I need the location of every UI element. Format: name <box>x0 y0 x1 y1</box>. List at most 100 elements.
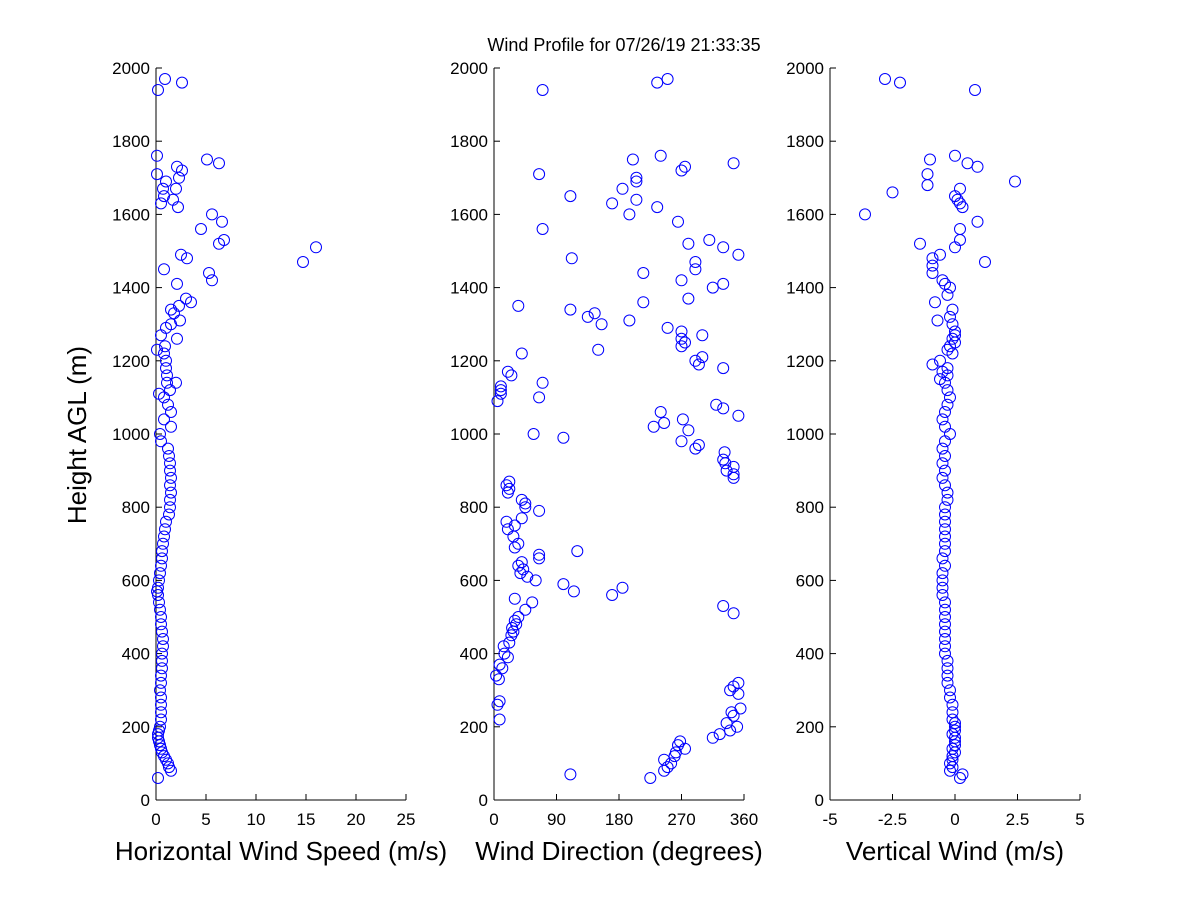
direction-data-point <box>661 761 674 774</box>
direction-data-point <box>703 234 716 246</box>
vertical-y-tick-label: 1800 <box>786 132 824 151</box>
speed-data-point <box>157 182 169 195</box>
speed-data-point <box>171 160 183 173</box>
direction-data-point <box>557 431 570 444</box>
speed-data-point <box>159 340 171 353</box>
vertical-data-point <box>936 457 949 470</box>
vertical-data-point <box>944 684 956 697</box>
y-axis-label: Height AGL (m) <box>62 346 92 524</box>
vertical-data-point <box>956 768 969 781</box>
vertical-data-point <box>926 267 939 279</box>
direction-data-point <box>567 585 580 598</box>
direction-data-point <box>526 596 539 609</box>
direction-data-point <box>696 351 709 364</box>
speed-y-tick-label: 1400 <box>112 279 150 298</box>
direction-data-point <box>647 420 660 433</box>
vertical-data-point <box>914 237 926 250</box>
direction-data-point <box>503 482 516 495</box>
vertical-data-point <box>939 640 951 653</box>
vertical-data-point <box>941 662 954 675</box>
direction-data-point <box>696 329 709 342</box>
speed-data-point <box>170 376 182 389</box>
direction-data-point <box>675 435 688 448</box>
direction-data-point <box>533 548 546 561</box>
speed-data-point <box>297 256 309 268</box>
vertical-data-point <box>934 373 946 386</box>
vertical-data-point <box>934 248 946 261</box>
vertical-data-point <box>939 633 951 645</box>
vertical-data-point <box>939 501 951 514</box>
direction-data-point <box>493 713 506 726</box>
direction-y-tick-label: 0 <box>479 791 488 810</box>
vertical-data-point <box>946 332 959 345</box>
direction-data-point <box>727 607 740 620</box>
speed-data-point <box>176 76 188 89</box>
direction-data-point <box>713 728 726 741</box>
direction-data-point <box>637 296 650 309</box>
direction-data-point <box>623 208 636 221</box>
direction-data-point <box>692 439 705 451</box>
direction-data-point <box>676 413 689 426</box>
speed-data-point <box>165 406 177 418</box>
direction-data-point <box>644 772 657 784</box>
vertical-data-point <box>961 157 974 170</box>
speed-y-tick-label: 400 <box>122 645 150 664</box>
direction-data-point <box>521 570 534 583</box>
vertical-data-point <box>939 523 951 536</box>
speed-y-tick-label: 2000 <box>112 59 150 78</box>
direction-data-point <box>675 340 688 353</box>
direction-data-point <box>637 267 650 279</box>
vertical-x-tick-label: 0 <box>950 810 959 829</box>
speed-data-point <box>153 574 165 587</box>
vertical-data-point <box>939 596 951 609</box>
direction-data-point <box>494 387 507 400</box>
speed-data-point <box>155 329 167 342</box>
speed-data-point <box>168 307 180 320</box>
direction-data-point <box>571 545 584 558</box>
direction-data-point <box>616 581 629 594</box>
speed-data-point <box>156 654 168 667</box>
vertical-data-point <box>941 343 954 356</box>
speed-data-point <box>157 633 169 645</box>
direction-data-point <box>512 559 525 572</box>
direction-data-point <box>498 647 511 660</box>
speed-data-point <box>213 157 225 170</box>
speed-y-tick-label: 1200 <box>112 352 150 371</box>
direction-data-point <box>717 453 730 466</box>
speed-data-point <box>156 662 168 675</box>
speed-data-point <box>165 420 177 433</box>
speed-data-point <box>155 691 167 704</box>
vertical-y-tick-label: 1000 <box>786 425 824 444</box>
direction-y-tick-label: 600 <box>460 571 488 590</box>
vertical-data-point <box>859 208 871 221</box>
vertical-data-point <box>939 559 951 572</box>
speed-data-point <box>155 618 167 631</box>
direction-data-point <box>692 358 705 371</box>
speed-data-point <box>165 303 177 316</box>
direction-data-point <box>536 223 549 235</box>
direction-y-tick-label: 1800 <box>450 132 488 151</box>
direction-data-point <box>501 651 514 664</box>
speed-data-point <box>161 376 173 389</box>
speed-y-tick-label: 1600 <box>112 205 150 224</box>
vertical-data-point <box>939 537 951 550</box>
vertical-data-point <box>956 201 969 214</box>
direction-y-tick-label: 2000 <box>450 59 488 78</box>
figure-title: Wind Profile for 07/26/19 21:33:35 <box>487 35 760 55</box>
direction-data-point <box>679 336 691 349</box>
direction-data-point <box>490 669 503 682</box>
vertical-data-point <box>941 654 954 667</box>
vertical-data-point <box>894 76 906 89</box>
speed-data-point <box>155 698 167 711</box>
direction-data-point <box>564 768 577 781</box>
vertical-data-point <box>944 691 956 704</box>
speed-data-point <box>161 369 173 382</box>
vertical-data-point <box>946 750 959 763</box>
speed-data-point <box>155 559 167 572</box>
speed-data-point <box>156 625 168 638</box>
direction-data-point <box>533 504 546 517</box>
speed-data-point <box>181 252 193 265</box>
direction-data-point <box>606 197 619 210</box>
vertical-data-point <box>936 552 949 565</box>
